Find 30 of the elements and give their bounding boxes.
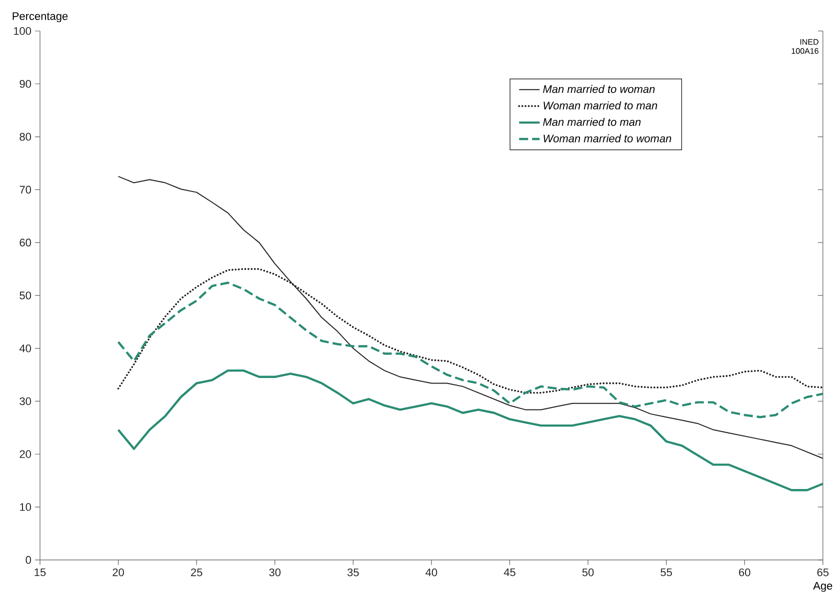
legend-label: Woman married to woman bbox=[544, 134, 672, 142]
annotation: 100A16 bbox=[792, 48, 818, 54]
y-tick-label: 0 bbox=[26, 556, 32, 564]
annotation: INED bbox=[800, 39, 818, 45]
y-tick-label: 60 bbox=[20, 238, 32, 246]
y-tick-label: 30 bbox=[20, 397, 32, 406]
x-tick-label: 25 bbox=[191, 568, 202, 576]
x-tick-label: 55 bbox=[660, 568, 672, 576]
y-tick-label: 70 bbox=[20, 186, 32, 194]
y-tick-label: 10 bbox=[20, 503, 32, 511]
x-tick-label: 40 bbox=[426, 568, 438, 576]
y-tick-label: 90 bbox=[20, 80, 32, 88]
x-tick-label: 30 bbox=[269, 568, 281, 576]
x-tick-label: 20 bbox=[112, 568, 124, 576]
x-axis-title: Age bbox=[813, 582, 832, 592]
x-tick-label: 15 bbox=[34, 568, 46, 576]
x-tick-label: 45 bbox=[504, 568, 516, 576]
legend-label: Man married to woman bbox=[543, 84, 655, 94]
y-tick-label: 50 bbox=[20, 292, 32, 300]
x-tick-label: 35 bbox=[347, 568, 359, 576]
y-tick-label: 80 bbox=[20, 132, 32, 141]
x-tick-label: 65 bbox=[817, 568, 829, 576]
y-axis-title: Percentage bbox=[12, 12, 68, 22]
x-tick-label: 50 bbox=[582, 568, 594, 576]
y-tick-label: 40 bbox=[19, 344, 32, 352]
y-tick-label: 20 bbox=[20, 450, 32, 458]
legend-label: Woman married to man bbox=[544, 101, 658, 110]
x-tick-label: 60 bbox=[739, 568, 750, 576]
y-tick-label: 100 bbox=[14, 27, 32, 35]
legend-label: Man married to man bbox=[543, 118, 641, 126]
